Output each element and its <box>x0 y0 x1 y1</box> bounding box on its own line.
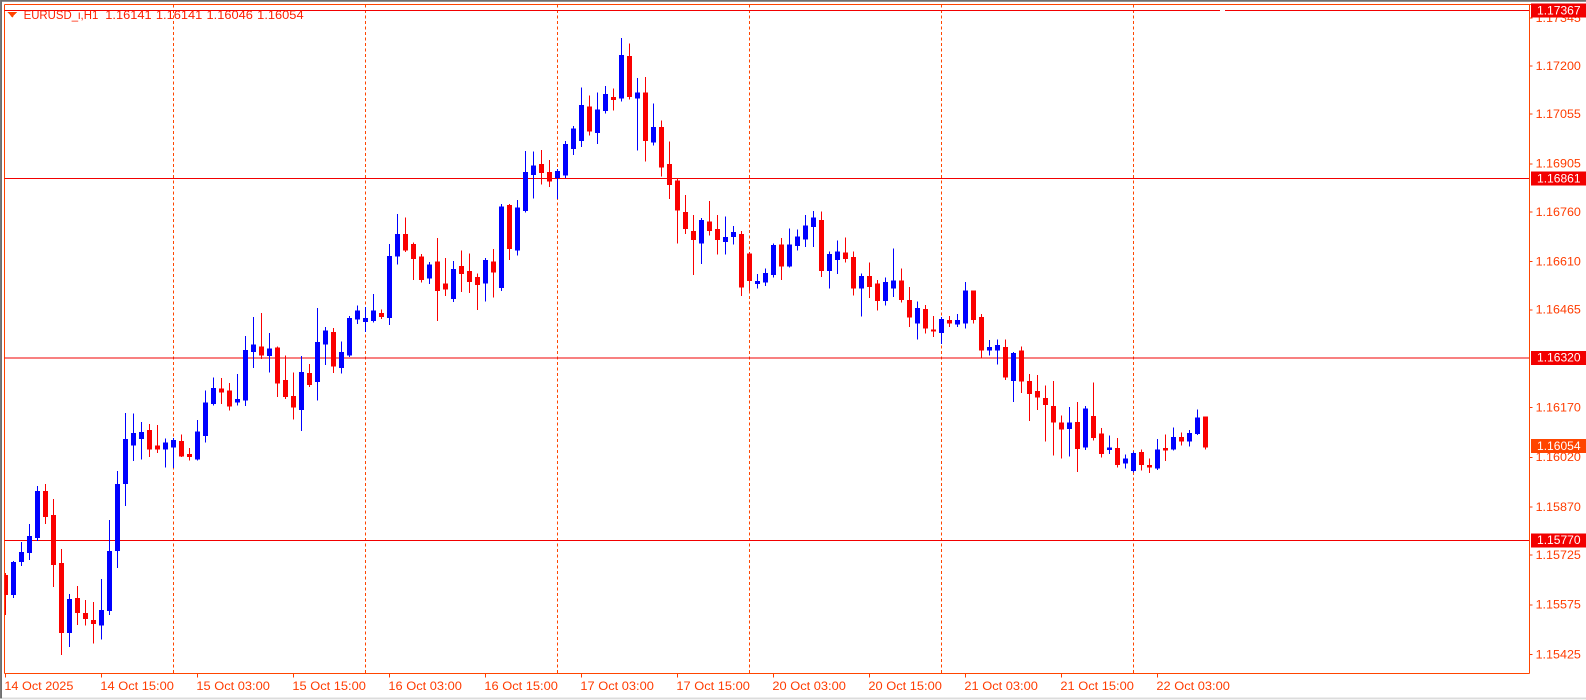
svg-text:1.16046: 1.16046 <box>207 10 253 22</box>
svg-text:1.16141: 1.16141 <box>105 10 151 22</box>
svg-text:1.16320: 1.16320 <box>1537 353 1581 365</box>
svg-text:21 Oct 03:00: 21 Oct 03:00 <box>964 681 1038 693</box>
svg-text:22 Oct 03:00: 22 Oct 03:00 <box>1156 681 1230 693</box>
svg-text:1.16020: 1.16020 <box>1536 452 1581 464</box>
svg-text:17 Oct 03:00: 17 Oct 03:00 <box>580 681 654 693</box>
svg-text:15 Oct 03:00: 15 Oct 03:00 <box>196 681 270 693</box>
svg-text:15 Oct 15:00: 15 Oct 15:00 <box>292 681 366 693</box>
svg-text:1.17055: 1.17055 <box>1536 109 1581 121</box>
svg-text:1.17200: 1.17200 <box>1536 61 1581 73</box>
svg-text:1.15575: 1.15575 <box>1536 600 1581 612</box>
svg-text:1.16054: 1.16054 <box>257 10 304 22</box>
svg-text:1.15870: 1.15870 <box>1536 502 1581 514</box>
svg-text:1.16054: 1.16054 <box>1537 441 1581 453</box>
svg-text:16 Oct 03:00: 16 Oct 03:00 <box>388 681 462 693</box>
svg-text:14 Oct 15:00: 14 Oct 15:00 <box>100 681 173 693</box>
svg-text:1.16170: 1.16170 <box>1536 402 1581 414</box>
svg-text:21 Oct 15:00: 21 Oct 15:00 <box>1060 681 1134 693</box>
svg-text:1.16465: 1.16465 <box>1536 305 1581 317</box>
svg-text:20 Oct 03:00: 20 Oct 03:00 <box>772 681 846 693</box>
svg-text:1.15770: 1.15770 <box>1537 535 1581 547</box>
svg-text:17 Oct 15:00: 17 Oct 15:00 <box>676 681 750 693</box>
svg-text:1.17367: 1.17367 <box>1537 6 1581 18</box>
svg-text:14 Oct 2025: 14 Oct 2025 <box>4 681 73 693</box>
svg-text:EURUSD_i,H1: EURUSD_i,H1 <box>24 10 99 22</box>
svg-text:1.16141: 1.16141 <box>156 10 202 22</box>
svg-text:1.16861: 1.16861 <box>1537 173 1581 185</box>
svg-text:1.16760: 1.16760 <box>1536 207 1581 219</box>
svg-text:1.16610: 1.16610 <box>1536 257 1581 269</box>
svg-text:20 Oct 15:00: 20 Oct 15:00 <box>868 681 942 693</box>
svg-text:1.15425: 1.15425 <box>1536 650 1581 662</box>
svg-text:1.15725: 1.15725 <box>1536 550 1581 562</box>
svg-text:16 Oct 15:00: 16 Oct 15:00 <box>484 681 558 693</box>
svg-text:1.16905: 1.16905 <box>1536 159 1581 171</box>
